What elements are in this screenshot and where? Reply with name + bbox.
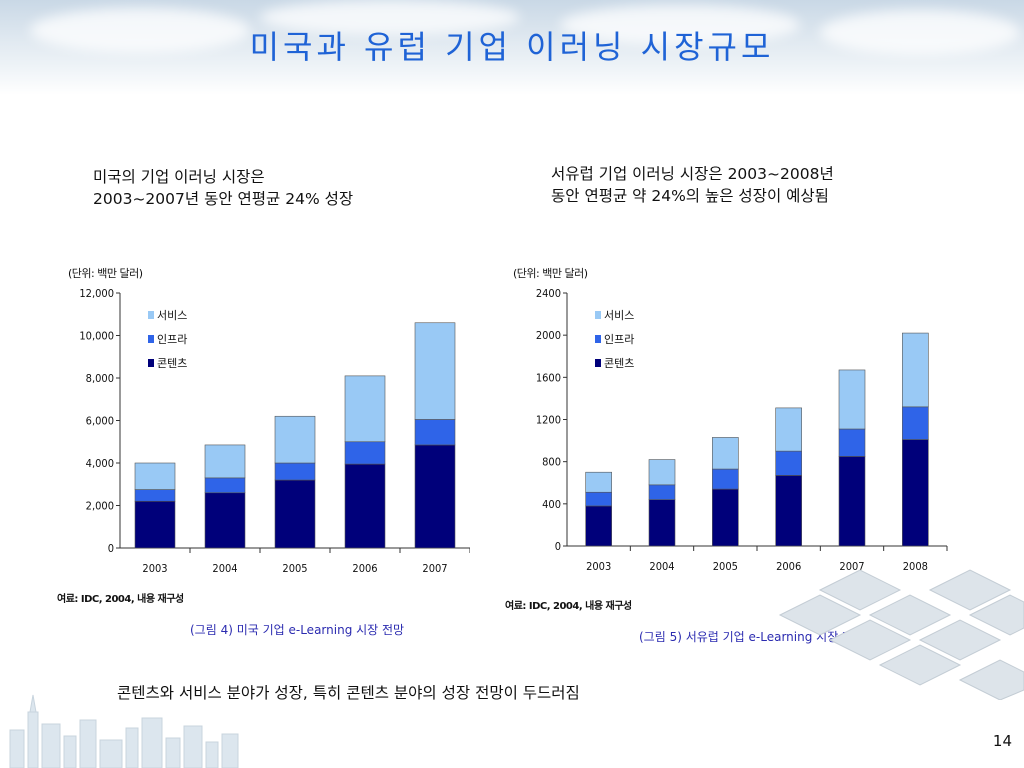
right-description-line1: 서유럽 기업 이러닝 시장은 2003~2008년: [551, 163, 834, 185]
legend-label: 서비스: [604, 309, 634, 322]
left-figure-caption: (그림 4) 미국 기업 e-Learning 시장 전망: [190, 621, 404, 638]
bar-segment-콘텐츠-2006: [776, 475, 802, 546]
y-tick-label: 1200: [536, 414, 561, 427]
right-description: 서유럽 기업 이러닝 시장은 2003~2008년 동안 연평균 약 24%의 …: [551, 163, 834, 207]
legend-label: 서비스: [157, 309, 187, 322]
legend-label: 인프라: [157, 333, 187, 346]
bar-segment-인프라-2007: [415, 419, 455, 445]
bar-segment-콘텐츠-2005: [275, 480, 315, 548]
left-description-line2: 2003~2007년 동안 연평균 24% 성장: [93, 188, 353, 210]
left-source-note: 여료: IDC, 2004, 내용 재구성: [57, 590, 184, 605]
x-tick-label: 2005: [713, 560, 738, 573]
y-tick-label: 2000: [536, 329, 561, 342]
bar-segment-인프라-2004: [205, 478, 245, 493]
left-unit-label: (단위: 백만 달러): [68, 265, 143, 281]
bar-segment-콘텐츠-2003: [586, 506, 612, 546]
bar-segment-콘텐츠-2004: [205, 493, 245, 548]
x-tick-label: 2005: [282, 562, 307, 575]
slide-title: 미국과 유럽 기업 이러닝 시장규모: [0, 22, 1024, 68]
bar-segment-서비스-2005: [275, 416, 315, 463]
legend-swatch: [148, 335, 154, 343]
left-description: 미국의 기업 이러닝 시장은 2003~2007년 동안 연평균 24% 성장: [93, 166, 353, 210]
bar-segment-콘텐츠-2003: [135, 501, 175, 548]
bar-segment-인프라-2006: [776, 451, 802, 475]
decorative-tiles: [760, 560, 1024, 700]
y-tick-label: 1600: [536, 371, 561, 384]
bar-segment-서비스-2006: [776, 408, 802, 451]
bar-segment-콘텐츠-2004: [649, 500, 675, 546]
bar-segment-콘텐츠-2006: [345, 464, 385, 548]
y-tick-label: 400: [542, 498, 561, 511]
us-market-chart: 0 2,000 4,000 6,000 8,000 10,000 12,000 2003 200…: [60, 282, 470, 582]
x-tick-label: 2004: [649, 560, 674, 573]
bar-segment-서비스-2004: [649, 460, 675, 485]
legend-swatch: [595, 311, 601, 319]
bar-segment-인프라-2005: [275, 463, 315, 480]
bar-segment-인프라-2008: [902, 407, 928, 440]
x-tick-label: 2004: [212, 562, 237, 575]
x-tick-label: 2007: [422, 562, 447, 575]
x-tick-label: 2003: [586, 560, 611, 573]
bar-segment-서비스-2003: [135, 463, 175, 490]
x-tick-label: 2003: [142, 562, 167, 575]
bar-segment-인프라-2003: [135, 490, 175, 502]
bar-segment-서비스-2007: [839, 370, 865, 429]
y-tick-label: 6,000: [86, 415, 114, 428]
bar-segment-인프라-2006: [345, 442, 385, 464]
y-tick-label: 2,000: [86, 500, 114, 513]
bar-segment-서비스-2008: [902, 333, 928, 407]
bar-segment-인프라-2005: [712, 469, 738, 489]
y-tick-label: 8,000: [86, 372, 114, 385]
bar-segment-콘텐츠-2005: [712, 489, 738, 546]
y-tick-label: 2400: [536, 287, 561, 300]
bar-segment-서비스-2005: [712, 437, 738, 469]
bar-segment-서비스-2004: [205, 445, 245, 478]
legend-label: 인프라: [604, 333, 634, 346]
y-tick-label: 800: [542, 456, 561, 469]
bar-segment-콘텐츠-2008: [902, 440, 928, 546]
y-tick-label: 0: [108, 542, 114, 555]
legend-label: 콘텐츠: [604, 357, 634, 370]
legend-swatch: [595, 359, 601, 367]
x-tick-label: 2006: [352, 562, 377, 575]
right-unit-label: (단위: 백만 달러): [513, 265, 588, 281]
y-tick-label: 10,000: [79, 330, 114, 343]
bar-segment-인프라-2007: [839, 429, 865, 456]
legend-swatch: [595, 335, 601, 343]
y-tick-label: 12,000: [79, 287, 114, 300]
bar-segment-콘텐츠-2007: [415, 445, 455, 548]
y-tick-label: 0: [555, 540, 561, 553]
legend-swatch: [148, 359, 154, 367]
right-description-line2: 동안 연평균 약 24%의 높은 성장이 예상됨: [551, 185, 834, 207]
left-description-line1: 미국의 기업 이러닝 시장은: [93, 166, 353, 188]
page-number: 14: [993, 732, 1012, 750]
right-source-note: 여료: IDC, 2004, 내용 재구성: [505, 597, 632, 612]
y-tick-label: 4,000: [86, 457, 114, 470]
bar-segment-서비스-2003: [586, 472, 612, 492]
legend-label: 콘텐츠: [157, 357, 187, 370]
bar-segment-인프라-2003: [586, 492, 612, 506]
bar-segment-인프라-2004: [649, 485, 675, 500]
legend-swatch: [148, 311, 154, 319]
bar-segment-서비스-2006: [345, 376, 385, 442]
bar-segment-서비스-2007: [415, 323, 455, 420]
summary-text: 콘텐츠와 서비스 분야가 성장, 특히 콘텐츠 분야의 성장 전망이 두드러짐: [117, 681, 580, 703]
bar-segment-콘텐츠-2007: [839, 456, 865, 546]
